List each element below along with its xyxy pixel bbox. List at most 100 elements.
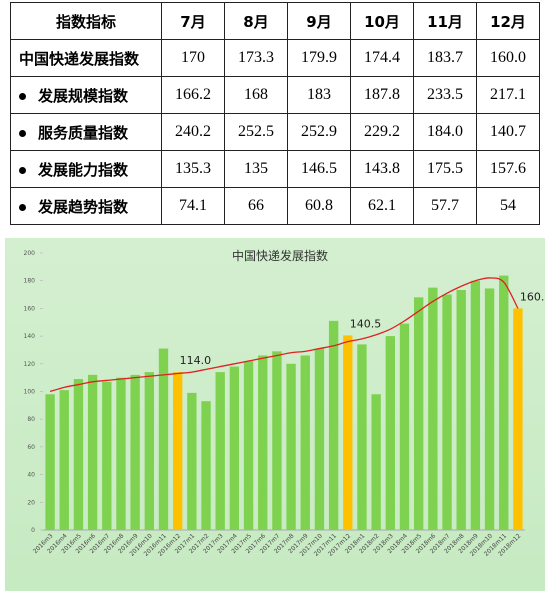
value-cell: 168	[224, 76, 288, 114]
bar	[172, 372, 183, 530]
bullet	[19, 129, 26, 137]
table-row: 中国快递发展指数 170 173.3 179.9 174.4 183.7 160.0	[10, 39, 540, 77]
value-cell: 183.7	[413, 39, 477, 77]
bar	[130, 374, 140, 530]
value-cell: 135	[224, 150, 288, 188]
y-tick-label: 80	[27, 416, 35, 423]
data-label: 140.5	[350, 317, 382, 330]
row-label-text: 中国快递发展指数	[19, 49, 140, 68]
bar	[428, 287, 438, 530]
header-cell: 10月	[350, 2, 414, 40]
y-tick-label: 200	[24, 250, 36, 257]
y-tick-label: 60	[27, 444, 35, 451]
value-cell: 187.8	[350, 76, 414, 114]
bullet	[19, 166, 26, 174]
value-cell: 160.0	[476, 39, 540, 77]
bar	[258, 355, 268, 530]
y-tick-label: 100	[24, 389, 36, 396]
bar	[73, 379, 84, 530]
bar	[187, 392, 197, 530]
row-label: 发展能力指数	[10, 150, 162, 188]
bar	[215, 372, 225, 530]
header-cell: 9月	[287, 2, 351, 40]
value-cell: 179.9	[287, 39, 351, 77]
bar	[343, 335, 353, 530]
bar	[45, 394, 55, 530]
bar	[314, 348, 325, 530]
value-cell: 143.8	[350, 150, 414, 188]
value-cell: 170	[161, 39, 225, 77]
bar	[116, 377, 126, 530]
value-cell: 240.2	[161, 113, 225, 151]
value-cell: 233.5	[413, 76, 477, 114]
bar	[272, 351, 282, 530]
row-label-text: 服务质量指数	[38, 123, 129, 142]
table-row: 发展趋势指数 74.1 66 60.8 62.1 57.7 54	[10, 187, 540, 225]
header-cell: 7月	[161, 2, 225, 40]
bar	[499, 275, 509, 530]
row-label: 服务质量指数	[10, 113, 162, 151]
header-cell: 指数指标	[10, 2, 162, 40]
bar	[201, 401, 211, 530]
y-tick-label: 20	[27, 499, 35, 506]
data-label: 114.0	[180, 354, 212, 367]
row-label: 中国快递发展指数	[10, 39, 162, 77]
data-label: 160.0	[520, 290, 545, 303]
value-cell: 140.7	[476, 113, 540, 151]
row-label-text: 发展能力指数	[38, 160, 129, 179]
bar	[158, 348, 169, 530]
bar	[300, 355, 310, 530]
bar	[385, 336, 396, 530]
table-row: 发展规模指数 166.2 168 183 187.8 233.5 217.1	[10, 76, 540, 114]
chart-title: 中国快递发展指数	[232, 248, 328, 263]
value-cell: 135.3	[161, 150, 225, 188]
bar	[357, 344, 367, 530]
bar	[144, 372, 155, 530]
y-tick-label: 140	[24, 333, 36, 340]
row-label-text: 发展规模指数	[38, 86, 129, 105]
value-cell: 184.0	[413, 113, 477, 151]
value-cell: 174.4	[350, 39, 414, 77]
y-tick-label: 160	[24, 305, 36, 312]
y-tick-label: 120	[24, 361, 36, 368]
value-cell: 62.1	[350, 187, 414, 225]
bar	[328, 320, 339, 530]
header-row: 指数指标 7月 8月 9月 10月 11月 12月	[10, 2, 540, 40]
value-cell: 57.7	[413, 187, 477, 225]
header-cell: 8月	[224, 2, 288, 40]
value-cell: 173.3	[224, 39, 288, 77]
value-cell: 252.5	[224, 113, 288, 151]
row-label: 发展趋势指数	[10, 187, 162, 225]
value-cell: 229.2	[350, 113, 414, 151]
bar	[286, 363, 296, 530]
bar	[413, 297, 424, 530]
row-label: 发展规模指数	[10, 76, 162, 114]
bar	[484, 288, 495, 530]
chart: 中国快递发展指数 0204060801001201401601802002016…	[5, 238, 545, 591]
row-label-text: 发展趋势指数	[38, 197, 129, 216]
bullet	[19, 203, 26, 211]
y-tick-label: 0	[31, 527, 35, 534]
bar	[399, 323, 410, 530]
value-cell: 183	[287, 76, 351, 114]
value-cell: 252.9	[287, 113, 351, 151]
header-cell: 11月	[413, 2, 477, 40]
value-cell: 157.6	[476, 150, 540, 188]
bar	[456, 289, 466, 530]
value-cell: 66	[224, 187, 288, 225]
value-cell: 146.5	[287, 150, 351, 188]
bar	[59, 390, 69, 530]
y-tick-label: 40	[27, 472, 35, 479]
value-cell: 54	[476, 187, 540, 225]
value-cell: 217.1	[476, 76, 540, 114]
value-cell: 166.2	[161, 76, 225, 114]
y-tick-label: 180	[24, 278, 36, 285]
header-cell: 12月	[476, 2, 540, 40]
value-cell: 74.1	[161, 187, 225, 225]
bar	[87, 374, 98, 530]
bar	[371, 394, 381, 530]
bar	[102, 381, 112, 530]
bar	[243, 361, 254, 530]
table-row: 服务质量指数 240.2 252.5 252.9 229.2 184.0 140.7	[10, 113, 540, 151]
